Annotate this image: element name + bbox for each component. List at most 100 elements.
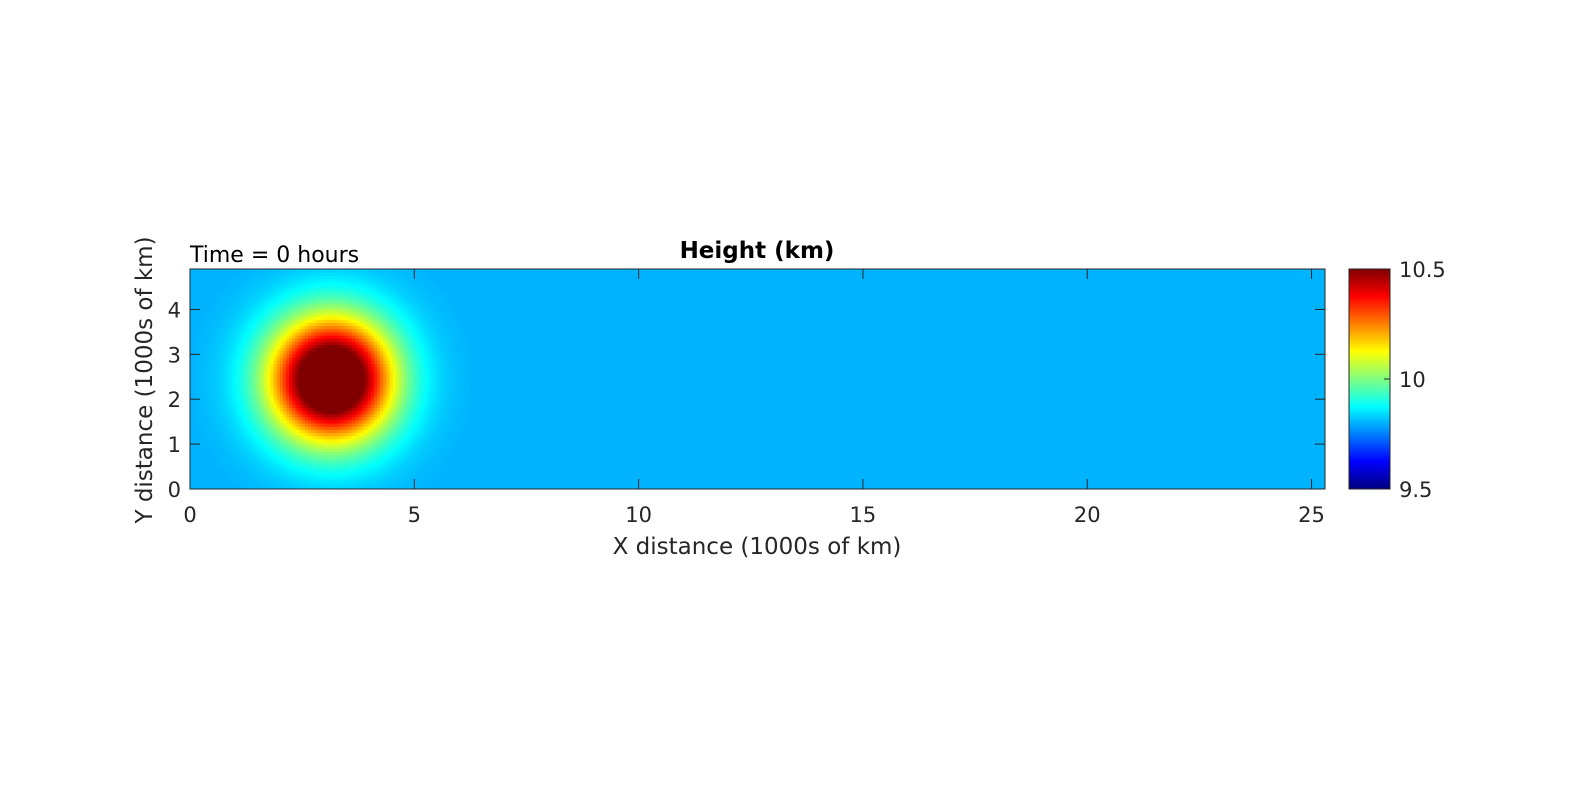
heatmap-cell xyxy=(229,416,234,421)
heatmap-cell xyxy=(417,375,422,380)
heatmap-cell xyxy=(216,451,221,456)
heatmap-cell xyxy=(264,457,268,462)
heatmap-cell xyxy=(421,360,425,364)
heatmap-cell xyxy=(392,413,397,418)
heatmap-cell xyxy=(411,438,416,443)
heatmap-cell xyxy=(333,485,337,489)
heatmap-cell xyxy=(229,473,234,478)
heatmap-cell xyxy=(323,281,328,286)
heatmap-cell xyxy=(235,375,240,380)
heatmap-cell xyxy=(204,353,209,358)
heatmap-cell xyxy=(351,284,356,289)
heatmap-cell xyxy=(427,476,432,481)
heatmap-cell xyxy=(286,382,290,386)
heatmap-cell xyxy=(323,470,328,474)
heatmap-cell xyxy=(260,407,265,412)
heatmap-cell xyxy=(311,284,315,289)
heatmap-cell xyxy=(389,335,394,339)
heatmap-cell xyxy=(389,306,394,311)
heatmap-cell xyxy=(295,407,300,412)
heatmap-cell xyxy=(264,382,268,386)
heatmap-cell xyxy=(380,328,384,333)
heatmap-cell xyxy=(279,401,284,405)
heatmap-cell xyxy=(226,369,231,374)
heatmap-cell xyxy=(264,385,268,390)
heatmap-cell xyxy=(408,341,413,346)
heatmap-cell xyxy=(405,287,410,292)
heatmap-cell xyxy=(254,457,259,462)
heatmap-cell xyxy=(257,297,262,302)
heatmap-cell xyxy=(254,445,259,449)
heatmap-cell xyxy=(427,281,432,286)
heatmap-cell xyxy=(414,306,419,311)
heatmap-cell xyxy=(317,451,322,456)
heatmap-cell xyxy=(414,435,419,440)
heatmap-cell xyxy=(389,325,394,330)
heatmap-cell xyxy=(292,407,297,412)
heatmap-cell xyxy=(358,272,362,276)
heatmap-cell xyxy=(204,379,209,383)
heatmap-cell xyxy=(282,454,287,459)
heatmap-cell xyxy=(345,423,350,427)
heatmap-cell xyxy=(355,479,359,484)
heatmap-cell xyxy=(405,335,410,339)
heatmap-cell xyxy=(216,347,221,352)
heatmap-cell xyxy=(232,325,237,330)
heatmap-cell xyxy=(238,429,243,434)
heatmap-cell xyxy=(320,460,325,465)
heatmap-cell xyxy=(389,287,394,292)
heatmap-cell xyxy=(370,448,375,452)
heatmap-cell xyxy=(273,272,278,276)
heatmap-cell xyxy=(282,366,287,371)
heatmap-cell xyxy=(229,441,234,446)
heatmap-cell xyxy=(424,344,428,349)
heatmap-cell xyxy=(411,353,416,358)
heatmap-cell xyxy=(286,344,290,349)
heatmap-cell xyxy=(276,363,281,368)
heatmap-cell xyxy=(336,309,340,314)
heatmap-cell xyxy=(223,397,227,402)
heatmap-cell xyxy=(242,322,246,327)
heatmap-cell xyxy=(260,300,265,305)
heatmap-cell xyxy=(399,423,403,427)
heatmap-cell xyxy=(286,473,290,478)
heatmap-cell xyxy=(223,382,227,386)
heatmap-cell xyxy=(270,394,275,399)
heatmap-cell xyxy=(264,278,268,283)
heatmap-cell xyxy=(351,401,356,405)
heatmap-cell xyxy=(223,432,227,437)
heatmap-cell xyxy=(421,281,425,286)
heatmap-cell xyxy=(220,360,224,364)
heatmap-cell xyxy=(364,454,369,459)
heatmap-cell xyxy=(232,291,237,295)
heatmap-cell xyxy=(295,473,300,478)
heatmap-cell xyxy=(238,300,243,305)
heatmap-cell xyxy=(264,473,268,478)
heatmap-cell xyxy=(295,297,300,302)
heatmap-cell xyxy=(329,448,334,452)
heatmap-cell xyxy=(273,278,278,283)
heatmap-cell xyxy=(364,451,369,456)
heatmap-cell xyxy=(260,319,265,324)
heatmap-cell xyxy=(248,331,253,336)
heatmap-cell xyxy=(329,344,334,349)
heatmap-cell xyxy=(326,272,331,276)
heatmap-cell xyxy=(292,423,297,427)
heatmap-cell xyxy=(238,338,243,342)
heatmap-cell xyxy=(298,388,303,393)
heatmap-cell xyxy=(235,445,240,449)
heatmap-cell xyxy=(260,316,265,320)
heatmap-cell xyxy=(270,479,275,484)
heatmap-cell xyxy=(204,363,209,368)
heatmap-cell xyxy=(364,363,369,368)
heatmap-cell xyxy=(207,435,212,440)
heatmap-cell xyxy=(260,297,265,302)
heatmap-cell xyxy=(235,388,240,393)
heatmap-cell xyxy=(286,441,290,446)
heatmap-cell xyxy=(289,306,293,311)
heatmap-cell xyxy=(267,401,271,405)
heatmap-cell xyxy=(389,375,394,380)
heatmap-cell xyxy=(201,394,205,399)
heatmap-cell xyxy=(314,479,319,484)
heatmap-cell xyxy=(292,419,297,424)
